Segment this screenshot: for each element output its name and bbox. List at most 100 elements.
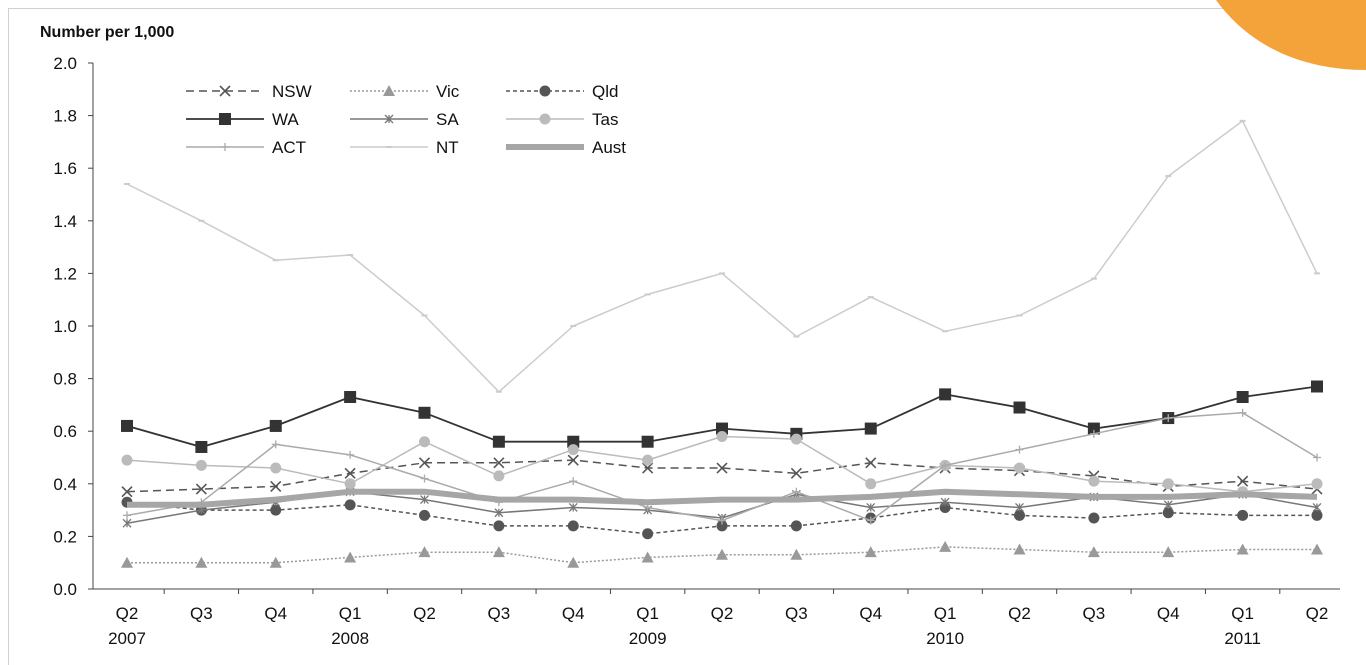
y-tick-label: 0.8 xyxy=(53,370,77,389)
data-point-circle xyxy=(790,520,802,532)
data-point-circle xyxy=(1311,478,1323,490)
data-point-plus xyxy=(1238,408,1247,417)
data-point-square xyxy=(195,440,208,453)
data-point-square xyxy=(269,419,282,432)
x-tick-year-label: 2008 xyxy=(331,629,369,648)
data-point-cross-stroke xyxy=(344,467,356,479)
data-point-square xyxy=(716,422,728,435)
x-tick-quarter-label: Q4 xyxy=(562,604,585,623)
x-tick-year-label: 2007 xyxy=(108,629,146,648)
data-point-cross-stroke xyxy=(865,457,877,469)
series-line-tas xyxy=(126,435,1318,493)
data-point-cross-stroke xyxy=(567,454,579,466)
data-point-cross-stroke xyxy=(1237,475,1249,487)
x-tick-quarter-label: Q2 xyxy=(1306,604,1329,623)
data-point-circle xyxy=(1088,475,1100,487)
data-point-circle xyxy=(419,509,430,521)
legend-item-vic: Vic xyxy=(350,82,460,101)
x-tick-quarter-label: Q2 xyxy=(711,604,734,623)
y-tick-labels: 0.0 0.2 0.4 0.6 0.8 1.0 1.2 1.4 1.6 1.8 2.0 xyxy=(53,54,93,599)
legend-item-sa: SA xyxy=(350,110,459,129)
y-tick-label: 0.6 xyxy=(53,422,77,441)
data-point-circle xyxy=(539,85,551,97)
data-point-star xyxy=(940,497,950,507)
data-point-circle xyxy=(716,520,728,532)
data-point-cross xyxy=(790,467,802,479)
data-point-circle xyxy=(493,470,505,482)
series-aust xyxy=(127,488,1318,508)
data-point-cross-stroke xyxy=(195,483,207,495)
legend-label: Vic xyxy=(436,82,460,101)
data-point-triangle xyxy=(567,556,580,568)
data-point-square xyxy=(567,435,580,448)
y-tick-label: 1.6 xyxy=(53,159,77,178)
data-point-circle xyxy=(493,520,505,532)
data-point-cross xyxy=(195,483,207,495)
data-point-triangle xyxy=(1236,543,1249,555)
data-point-square xyxy=(418,406,431,419)
data-point-plus xyxy=(1313,453,1321,462)
data-point-triangle xyxy=(121,556,133,568)
x-tick-quarter-label: Q3 xyxy=(190,604,213,623)
data-point-plus xyxy=(1015,445,1024,454)
series-vic xyxy=(121,540,1323,568)
y-tick-label: 2.0 xyxy=(53,54,77,73)
data-point-circle xyxy=(1014,509,1025,521)
data-point-plus xyxy=(1089,429,1098,438)
data-point-circle xyxy=(716,430,728,442)
data-point-circle xyxy=(567,520,579,532)
data-point-cross xyxy=(642,462,654,474)
data-point-cross-stroke xyxy=(642,462,654,474)
legend-label: Qld xyxy=(592,82,618,101)
x-tick-quarter-label: Q4 xyxy=(1157,604,1180,623)
data-point-star xyxy=(384,114,394,124)
x-tick-quarter-label: Q4 xyxy=(859,604,882,623)
y-tick-label: 0.2 xyxy=(53,527,77,546)
data-point-circle xyxy=(121,454,133,466)
series-line-nsw xyxy=(126,459,1318,493)
data-point-plus xyxy=(718,516,726,525)
data-point-square xyxy=(1311,380,1323,393)
x-tick-quarter-label: Q1 xyxy=(934,604,957,623)
legend-label: NSW xyxy=(272,82,312,101)
data-point-circle xyxy=(195,459,207,471)
data-point-square xyxy=(864,422,877,435)
data-point-plus xyxy=(569,477,578,486)
data-point-plus xyxy=(346,450,355,459)
legend-item-wa: WA xyxy=(186,110,299,129)
data-point-plus xyxy=(792,487,801,496)
data-point-circle xyxy=(865,478,877,490)
data-point-plus xyxy=(941,461,950,470)
data-point-star xyxy=(568,503,578,512)
data-point-cross-stroke xyxy=(790,467,802,479)
legend-item-qld: Qld xyxy=(506,82,618,101)
data-point-star xyxy=(1312,503,1322,512)
series-wa xyxy=(121,380,1323,453)
data-point-circle xyxy=(1162,478,1174,490)
data-point-triangle xyxy=(383,85,395,96)
data-point-circle xyxy=(1088,512,1100,524)
data-point-cross xyxy=(270,480,282,492)
data-point-plus xyxy=(1164,414,1173,423)
data-point-circle xyxy=(1237,509,1249,521)
data-point-plus xyxy=(271,440,280,449)
data-point-cross xyxy=(865,457,877,469)
x-tick-year-label: 2010 xyxy=(926,629,964,648)
data-point-plus xyxy=(866,516,875,525)
series-tas xyxy=(121,430,1323,498)
x-tick-quarter-label: Q2 xyxy=(1008,604,1031,623)
data-point-square xyxy=(1013,401,1026,414)
data-point-star xyxy=(494,508,504,518)
data-point-star xyxy=(122,518,132,528)
legend-item-nt: NT xyxy=(350,138,459,157)
data-point-cross xyxy=(219,85,231,97)
data-point-circle xyxy=(539,113,551,125)
chart-frame xyxy=(8,8,1366,665)
data-point-triangle xyxy=(641,551,654,563)
data-point-cross xyxy=(567,454,579,466)
data-point-triangle xyxy=(1311,543,1323,555)
data-point-cross xyxy=(121,486,133,498)
data-point-triangle xyxy=(1162,546,1175,558)
data-point-square xyxy=(939,388,952,401)
